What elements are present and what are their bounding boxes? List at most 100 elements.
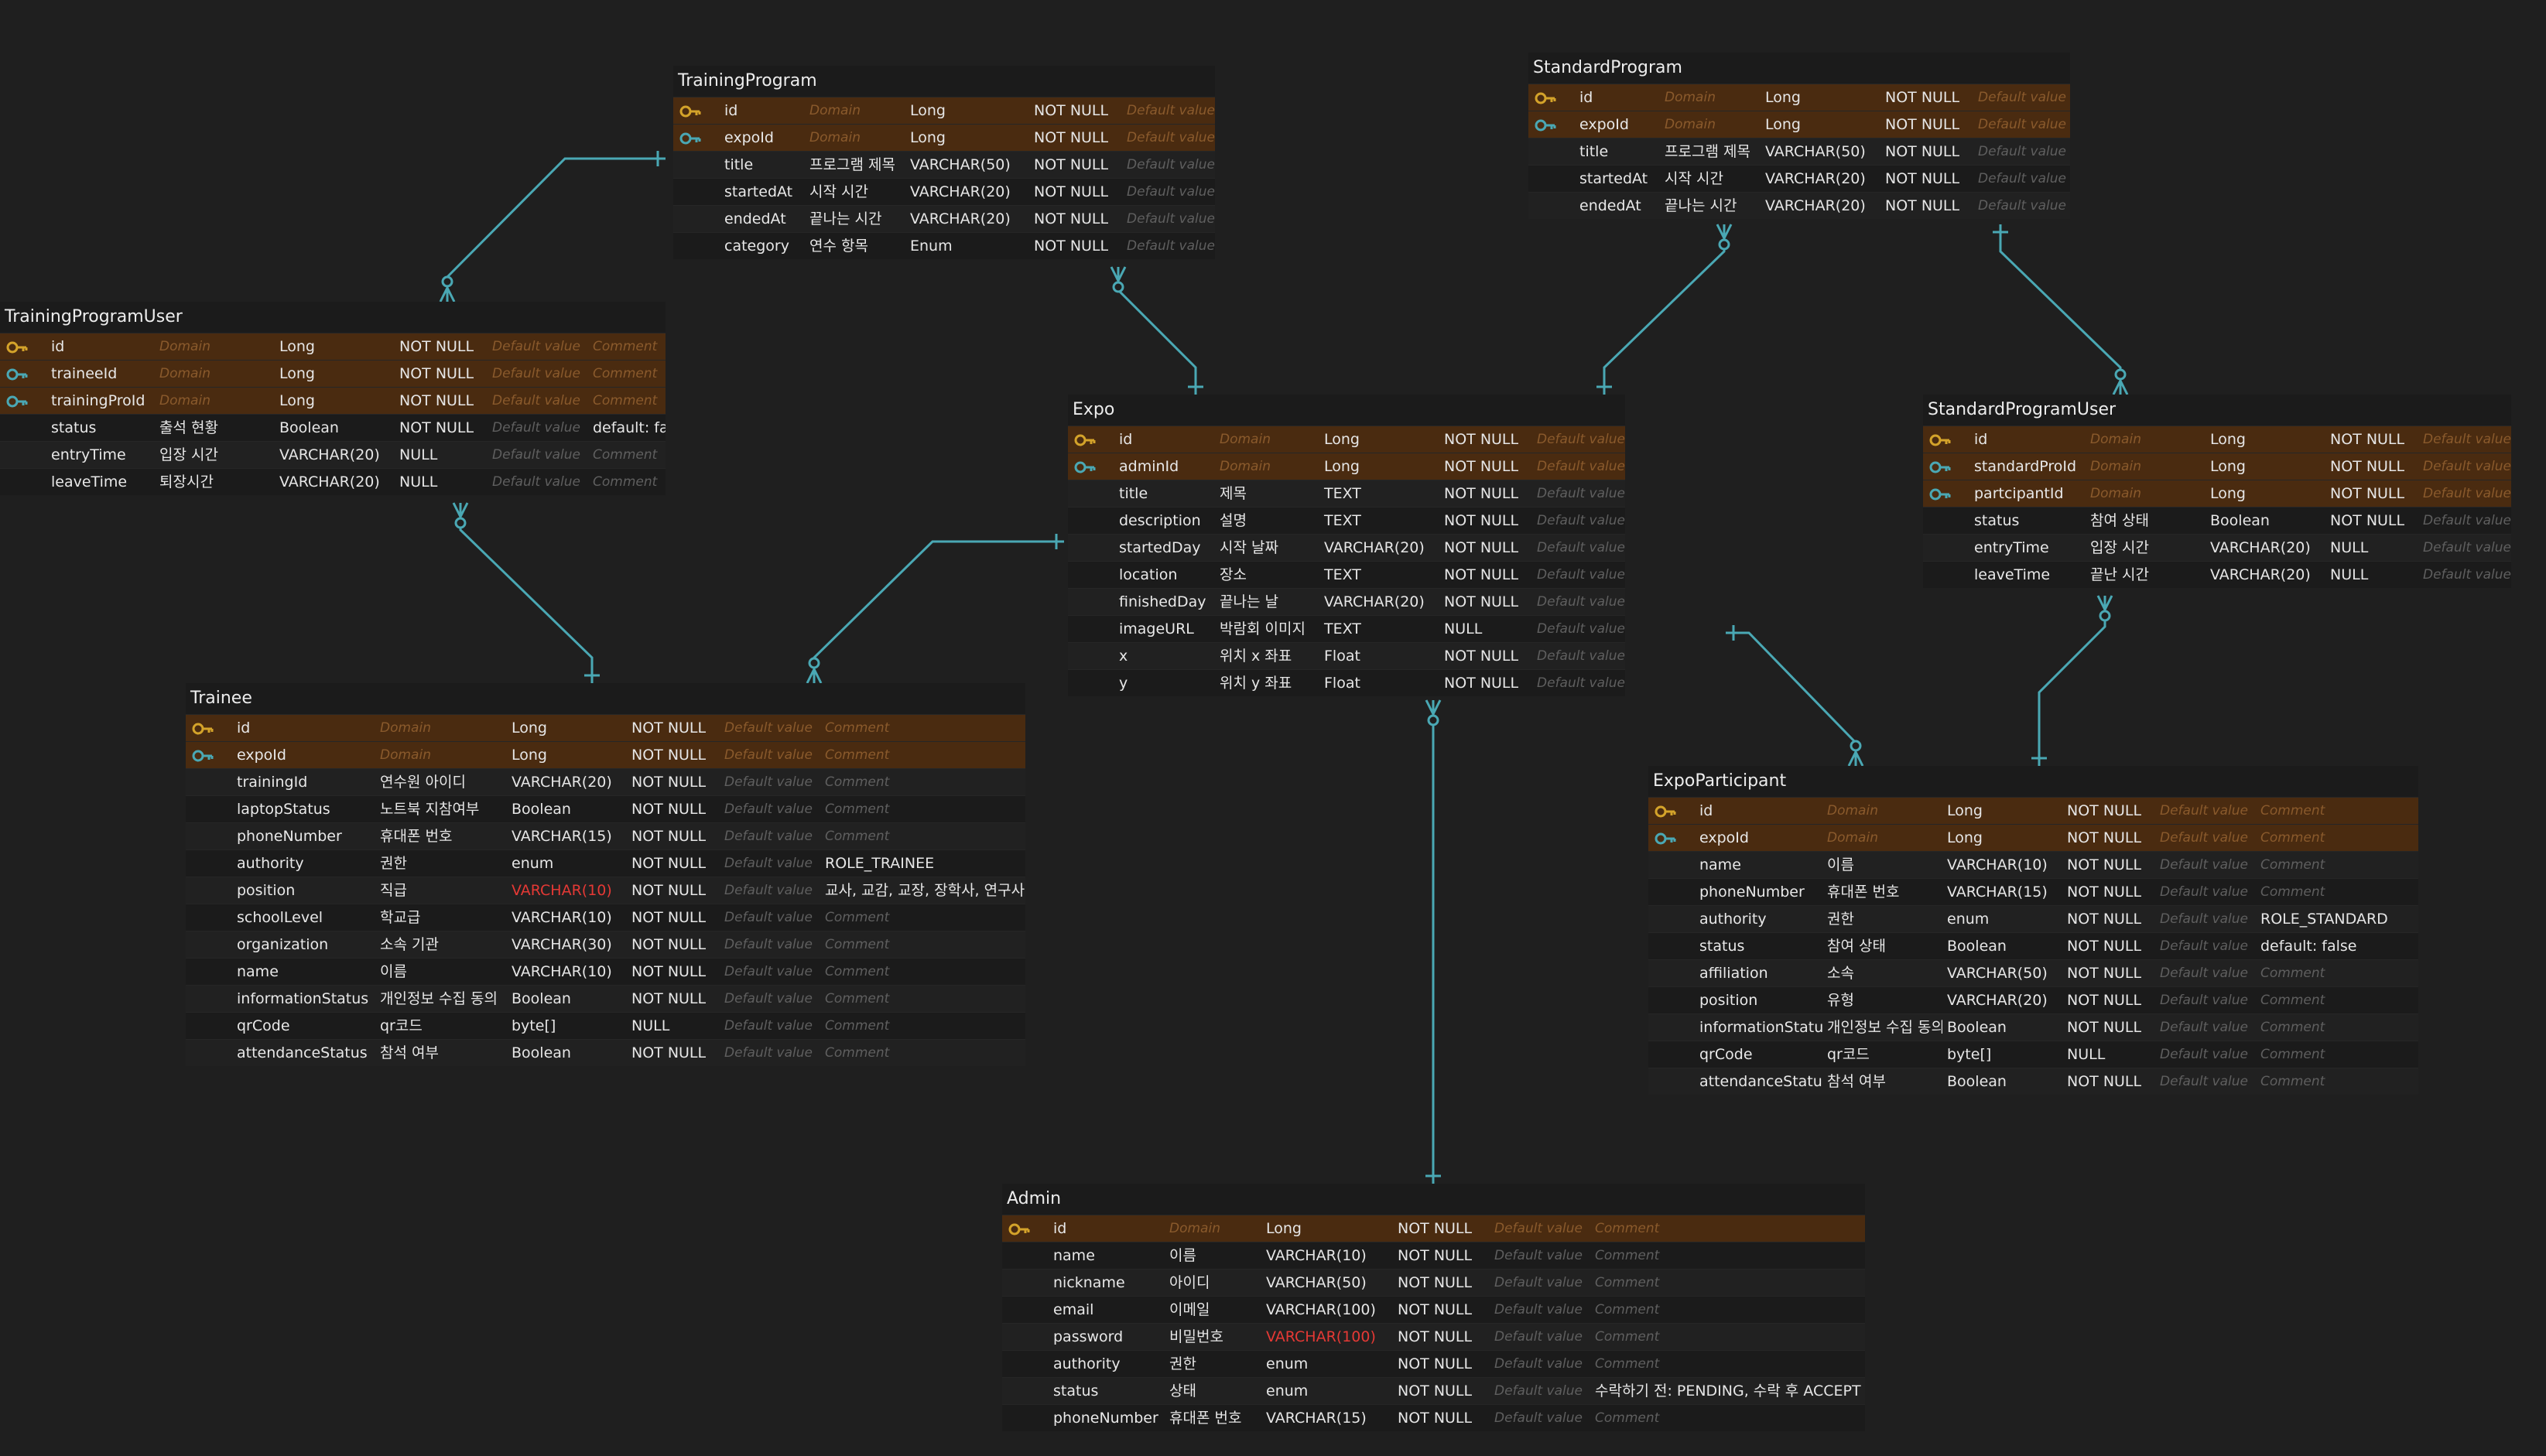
field-icon-slot bbox=[186, 850, 232, 877]
field-domain: 직급 bbox=[380, 882, 407, 899]
field-row-authority[interactable]: authority 권한 enum NOT NULL Default value Comm… bbox=[1002, 1350, 1865, 1377]
field-row-title[interactable]: title 제목 TEXT NOT NULL Default value bbox=[1068, 480, 1625, 507]
field-row-expoId[interactable]: expoId Domain Long NOT NULL Default value bbox=[673, 124, 1215, 151]
field-default: Default value bbox=[2160, 884, 2248, 900]
field-name: leaveTime bbox=[1974, 566, 2051, 583]
field-row-id[interactable]: id Domain Long NOT NULL Default value bbox=[673, 97, 1215, 124]
field-row-standardProId[interactable]: standardProId Domain Long NOT NULL Default v… bbox=[1923, 453, 2511, 480]
field-row-phoneNumber[interactable]: phoneNumber 휴대폰 번호 VARCHAR(15) NOT NULL Defa… bbox=[1002, 1404, 1865, 1431]
crows-foot-many-marker bbox=[2112, 368, 2129, 395]
field-row-position[interactable]: position 직급 VARCHAR(10) NOT NULL Default val… bbox=[186, 877, 1025, 904]
field-row-imageURL[interactable]: imageURL 박람회 이미지 TEXT NULL Default value bbox=[1068, 615, 1625, 642]
field-row-affiliation[interactable]: affiliation 소속 VARCHAR(50) NOT NULL Default … bbox=[1648, 959, 2418, 986]
field-row-leaveTime[interactable]: leaveTime 퇴장시간 VARCHAR(20) NULL Default valu… bbox=[0, 468, 666, 495]
field-domain: 소속 기관 bbox=[380, 936, 439, 953]
field-row-expoId[interactable]: expoId Domain Long NOT NULL Default value Com… bbox=[186, 741, 1025, 768]
field-row-id[interactable]: id Domain Long NOT NULL Default value bbox=[1923, 426, 2511, 453]
field-row-finishedDay[interactable]: finishedDay 끝나는 날 VARCHAR(20) NOT NULL Defau… bbox=[1068, 588, 1625, 615]
field-row-attendanceStatus[interactable]: attendanceStatus 참석 여부 Boolean NOT NULL Defa… bbox=[186, 1039, 1025, 1066]
field-row-x[interactable]: x 위치 x 좌표 Float NOT NULL Default value bbox=[1068, 642, 1625, 669]
entity-StandardProgramUser[interactable]: StandardProgramUser id Domain Long NOT NULL D… bbox=[1923, 395, 2511, 588]
entity-TrainingProgram[interactable]: TrainingProgram id Domain Long NOT NULL Defau… bbox=[673, 66, 1215, 259]
field-default: Default value bbox=[2160, 830, 2248, 846]
field-row-id[interactable]: id Domain Long NOT NULL Default value Comment bbox=[1648, 797, 2418, 824]
field-default: Default value bbox=[1127, 157, 1215, 173]
field-row-phoneNumber[interactable]: phoneNumber 휴대폰 번호 VARCHAR(15) NOT NULL Defa… bbox=[1648, 878, 2418, 905]
field-row-expoId[interactable]: expoId Domain Long NOT NULL Default value bbox=[1528, 111, 2070, 138]
field-icon-slot bbox=[186, 769, 232, 795]
field-row-endedAt[interactable]: endedAt 끝나는 시간 VARCHAR(20) NOT NULL Default … bbox=[1528, 192, 2070, 219]
field-row-name[interactable]: name 이름 VARCHAR(10) NOT NULL Default value Co… bbox=[1648, 851, 2418, 878]
entity-Admin[interactable]: Admin id Domain Long NOT NULL Default value Co… bbox=[1002, 1184, 1865, 1431]
field-row-category[interactable]: category 연수 항목 Enum NOT NULL Default value bbox=[673, 232, 1215, 259]
field-row-schoolLevel[interactable]: schoolLevel 학교급 VARCHAR(10) NOT NULL Default… bbox=[186, 904, 1025, 931]
field-row-informationStatus[interactable]: informationStatus 개인정보 수집 동의 Boolean NOT NU… bbox=[186, 985, 1025, 1012]
field-row-trainingId[interactable]: trainingId 연수원 아이디 VARCHAR(20) NOT NULL Defa… bbox=[186, 768, 1025, 795]
connector-tp-to-expo bbox=[1110, 266, 1203, 395]
field-row-password[interactable]: password 비밀번호 VARCHAR(100) NOT NULL Default … bbox=[1002, 1323, 1865, 1350]
field-row-trainingProId[interactable]: trainingProId Domain Long NOT NULL Default v… bbox=[0, 387, 666, 414]
field-type: Long bbox=[1266, 1220, 1302, 1237]
field-row-expoId[interactable]: expoId Domain Long NOT NULL Default value Com… bbox=[1648, 824, 2418, 851]
field-default: Default value bbox=[1537, 540, 1625, 555]
entity-Expo[interactable]: Expo id Domain Long NOT NULL Default value adm… bbox=[1068, 395, 1625, 696]
field-row-id[interactable]: id Domain Long NOT NULL Default value bbox=[1528, 84, 2070, 111]
entity-StandardProgram[interactable]: StandardProgram id Domain Long NOT NULL Defau… bbox=[1528, 53, 2070, 219]
field-row-status[interactable]: status 상태 enum NOT NULL Default value 수락하기 전:… bbox=[1002, 1377, 1865, 1404]
field-row-partcipantId[interactable]: partcipantId Domain Long NOT NULL Default va… bbox=[1923, 480, 2511, 507]
field-row-laptopStatus[interactable]: laptopStatus 노트북 지참여부 Boolean NOT NULL Defau… bbox=[186, 795, 1025, 822]
field-row-y[interactable]: y 위치 y 좌표 Float NOT NULL Default value bbox=[1068, 669, 1625, 696]
field-row-traineeId[interactable]: traineeId Domain Long NOT NULL Default value… bbox=[0, 360, 666, 387]
field-type: VARCHAR(10) bbox=[1947, 856, 2048, 873]
field-row-qrCode[interactable]: qrCode qr코드 byte[] NULL Default value Comment bbox=[186, 1012, 1025, 1039]
field-type: Long bbox=[1765, 89, 1801, 106]
field-row-adminId[interactable]: adminId Domain Long NOT NULL Default value bbox=[1068, 453, 1625, 480]
field-row-title[interactable]: title 프로그램 제목 VARCHAR(50) NOT NULL Default v… bbox=[673, 151, 1215, 178]
entity-Trainee[interactable]: Trainee id Domain Long NOT NULL Default value… bbox=[186, 683, 1025, 1066]
field-row-title[interactable]: title 프로그램 제목 VARCHAR(50) NOT NULL Default v… bbox=[1528, 138, 2070, 165]
field-row-status[interactable]: status 출석 현황 Boolean NOT NULL Default value d… bbox=[0, 414, 666, 441]
field-row-description[interactable]: description 설명 TEXT NOT NULL Default value bbox=[1068, 507, 1625, 534]
field-type: VARCHAR(10) bbox=[512, 882, 612, 899]
field-row-entryTime[interactable]: entryTime 입장 시간 VARCHAR(20) NULL Default val… bbox=[1923, 534, 2511, 561]
field-row-position[interactable]: position 유형 VARCHAR(20) NOT NULL Default val… bbox=[1648, 986, 2418, 1013]
field-row-authority[interactable]: authority 권한 enum NOT NULL Default value ROLE… bbox=[1648, 905, 2418, 932]
field-row-endedAt[interactable]: endedAt 끝나는 시간 VARCHAR(20) NOT NULL Default … bbox=[673, 205, 1215, 232]
field-row-leaveTime[interactable]: leaveTime 끝난 시간 VARCHAR(20) NULL Default val… bbox=[1923, 561, 2511, 588]
field-row-id[interactable]: id Domain Long NOT NULL Default value Comment bbox=[0, 333, 666, 360]
field-row-organization[interactable]: organization 소속 기관 VARCHAR(30) NOT NULL Defa… bbox=[186, 931, 1025, 958]
field-type: Boolean bbox=[1947, 1019, 2007, 1036]
entity-ExpoParticipant[interactable]: ExpoParticipant id Domain Long NOT NULL Defau… bbox=[1648, 766, 2418, 1095]
field-row-attendanceStatus[interactable]: attendanceStatus 참석 여부 Boolean NOT NULL Defa… bbox=[1648, 1068, 2418, 1095]
field-row-informationStatus[interactable]: informationStatus 개인정보 수집 동의 Boolean NOT NU… bbox=[1648, 1013, 2418, 1041]
field-row-phoneNumber[interactable]: phoneNumber 휴대폰 번호 VARCHAR(15) NOT NULL Defa… bbox=[186, 822, 1025, 849]
field-nullable: NOT NULL bbox=[631, 747, 707, 764]
field-row-nickname[interactable]: nickname 아이디 VARCHAR(50) NOT NULL Default va… bbox=[1002, 1269, 1865, 1296]
field-row-id[interactable]: id Domain Long NOT NULL Default value bbox=[1068, 426, 1625, 453]
field-row-email[interactable]: email 이메일 VARCHAR(100) NOT NULL Default valu… bbox=[1002, 1296, 1865, 1323]
primary-key-icon bbox=[0, 333, 46, 360]
entity-TrainingProgramUser[interactable]: TrainingProgramUser id Domain Long NOT NULL D… bbox=[0, 302, 666, 495]
field-row-entryTime[interactable]: entryTime 입장 시간 VARCHAR(20) NULL Default val… bbox=[0, 441, 666, 468]
field-type: Float bbox=[1324, 648, 1360, 665]
field-comment: Comment bbox=[825, 1045, 890, 1061]
field-name: traineeId bbox=[51, 365, 118, 382]
field-type: Boolean bbox=[2210, 512, 2270, 529]
field-row-status[interactable]: status 참여 상태 Boolean NOT NULL Default value bbox=[1923, 507, 2511, 534]
field-icon-slot bbox=[1002, 1405, 1049, 1431]
field-row-startedAt[interactable]: startedAt 시작 시간 VARCHAR(20) NOT NULL Default… bbox=[673, 178, 1215, 205]
field-comment: default: false bbox=[593, 419, 666, 436]
field-domain: 권한 bbox=[1169, 1355, 1196, 1372]
field-row-id[interactable]: id Domain Long NOT NULL Default value Comment bbox=[1002, 1215, 1865, 1242]
field-row-startedAt[interactable]: startedAt 시작 시간 VARCHAR(20) NOT NULL Default… bbox=[1528, 165, 2070, 192]
field-row-startedDay[interactable]: startedDay 시작 날짜 VARCHAR(20) NOT NULL Defaul… bbox=[1068, 534, 1625, 561]
field-row-status[interactable]: status 참여 상태 Boolean NOT NULL Default value d… bbox=[1648, 932, 2418, 959]
field-domain: 이름 bbox=[1169, 1247, 1196, 1264]
field-row-location[interactable]: location 장소 TEXT NOT NULL Default value bbox=[1068, 561, 1625, 588]
field-row-name[interactable]: name 이름 VARCHAR(10) NOT NULL Default value Co… bbox=[1002, 1242, 1865, 1269]
field-row-id[interactable]: id Domain Long NOT NULL Default value Comment bbox=[186, 714, 1025, 741]
field-row-qrCode[interactable]: qrCode qr코드 byte[] NULL Default value Comment bbox=[1648, 1041, 2418, 1068]
field-row-name[interactable]: name 이름 VARCHAR(10) NOT NULL Default value Co… bbox=[186, 958, 1025, 985]
field-row-authority[interactable]: authority 권한 enum NOT NULL Default value ROLE… bbox=[186, 849, 1025, 877]
field-domain: 참석 여부 bbox=[1827, 1073, 1886, 1090]
